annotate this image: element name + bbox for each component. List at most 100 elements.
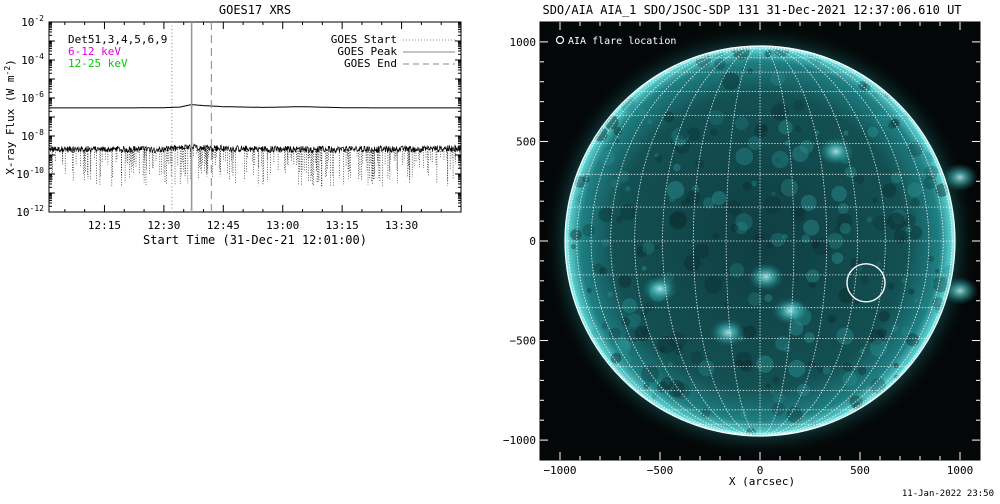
disk-mottle <box>694 244 709 259</box>
x-tick-label: 0 <box>757 464 764 477</box>
y-tick-label: 0 <box>529 235 536 248</box>
disk-mottle <box>854 174 865 184</box>
disk-mottle <box>775 157 781 164</box>
disk-mottle <box>647 119 653 125</box>
disk-mottle <box>771 191 776 196</box>
disk-mottle <box>772 418 780 426</box>
disk-mottle <box>766 241 775 249</box>
disk-mottle <box>723 302 730 308</box>
aia-y-tick-labels: 1000 500 0 −500 −1000 <box>503 36 536 447</box>
disk-mottle <box>598 207 614 223</box>
active-region-glow <box>772 296 808 325</box>
longitude-line <box>759 45 944 437</box>
disk-mottle <box>726 200 742 216</box>
left-legend-markers: GOES Start GOES Peak GOES End <box>331 33 455 70</box>
disk-mottle <box>778 120 793 135</box>
disk-mottle <box>673 382 691 400</box>
disk-mottle <box>782 233 788 240</box>
disk-mottle <box>891 325 899 332</box>
disk-mottle <box>593 263 605 275</box>
longitude-line <box>610 45 761 437</box>
y-tick-label: 10-8 <box>21 128 44 143</box>
left-y-tick-labels: 10-12 10-10 10-8 10-6 10-4 10-2 <box>16 14 44 219</box>
aia-x-axis-label: X (arcsec) <box>729 475 795 488</box>
disk-mottle <box>668 331 687 350</box>
disk-mottle <box>882 183 897 198</box>
active-region-glow <box>942 276 978 305</box>
disk-mottle <box>641 365 659 383</box>
disk-mottle <box>772 376 781 385</box>
disk-mottle <box>908 225 923 240</box>
disk-mottle <box>901 326 912 337</box>
disk-mottle <box>742 181 752 191</box>
disk-mottle <box>891 209 907 225</box>
aia-axis-ticks <box>540 22 980 460</box>
disk-mottle <box>622 298 637 314</box>
longitude-line <box>759 45 953 437</box>
disk-mottle <box>654 153 659 158</box>
disk-mottle <box>786 406 803 423</box>
disk-mottle <box>893 362 899 369</box>
active-region-glow <box>942 163 978 192</box>
disk-mottle <box>570 228 582 241</box>
disk-mottle <box>659 346 666 353</box>
longitude-line <box>759 45 930 437</box>
disk-mottle <box>668 212 687 230</box>
disk-mottle <box>902 213 916 227</box>
disk-mottle <box>875 110 892 127</box>
disk-mottle <box>910 197 920 208</box>
disk-mottle <box>869 92 878 101</box>
disk-mottle <box>772 391 786 405</box>
aia-legend-text: AIA flare location <box>568 36 676 47</box>
disk-mottle <box>836 327 854 345</box>
disk-mottle <box>734 221 748 235</box>
disk-mottle <box>815 59 820 64</box>
disk-mottle <box>672 344 684 355</box>
disk-mottle <box>794 207 805 218</box>
disk-mottle <box>764 294 773 302</box>
disk-mottle <box>808 280 817 289</box>
limb-outline <box>564 45 956 437</box>
disk-mottle <box>860 275 869 284</box>
disk-mottle <box>861 83 871 93</box>
y-tick-label: 10-6 <box>21 90 44 105</box>
disk-mottle <box>663 111 675 123</box>
disk-mottle <box>770 70 786 86</box>
disk-mottle <box>867 126 879 138</box>
disk-mottle <box>689 75 696 81</box>
disk-mottle <box>842 362 853 372</box>
disk-mottle <box>666 181 685 199</box>
disk-mottle <box>637 107 646 116</box>
disk-mottle <box>599 266 608 276</box>
disk-mottle <box>812 237 830 256</box>
longitude-line <box>590 45 761 437</box>
disk-mottle <box>616 170 630 183</box>
disk-mottle <box>770 232 785 247</box>
x-tick-label: −1000 <box>543 464 576 477</box>
solar-texture <box>565 46 955 436</box>
disk-mottle <box>621 317 631 327</box>
left-x-axis-label: Start Time (31-Dec-21 12:01:00) <box>143 233 367 247</box>
disk-mottle <box>775 336 790 351</box>
disk-mottle <box>765 383 771 389</box>
disk-mottle <box>890 172 902 184</box>
disk-mottle <box>654 244 660 250</box>
aia-solar-image <box>541 22 979 460</box>
disk-mottle <box>735 116 749 130</box>
legend-6-12-kev: 6-12 keV <box>68 45 121 58</box>
disk-mottle <box>771 103 789 121</box>
disk-mottle <box>640 309 648 317</box>
legend-goes-start: GOES Start <box>331 33 397 46</box>
disk-mottle <box>803 219 820 236</box>
longitude-line <box>567 45 761 437</box>
disk-mottle <box>570 244 577 250</box>
disk-mottle <box>670 210 688 228</box>
longitude-line <box>692 45 761 437</box>
disk-mottle <box>695 159 705 169</box>
disk-mottle <box>657 378 674 395</box>
event-markers <box>171 22 213 212</box>
disk-mottle <box>615 215 624 224</box>
disk-mottle <box>906 333 920 347</box>
disk-mottle <box>747 68 754 74</box>
disk-mottle <box>788 359 806 378</box>
